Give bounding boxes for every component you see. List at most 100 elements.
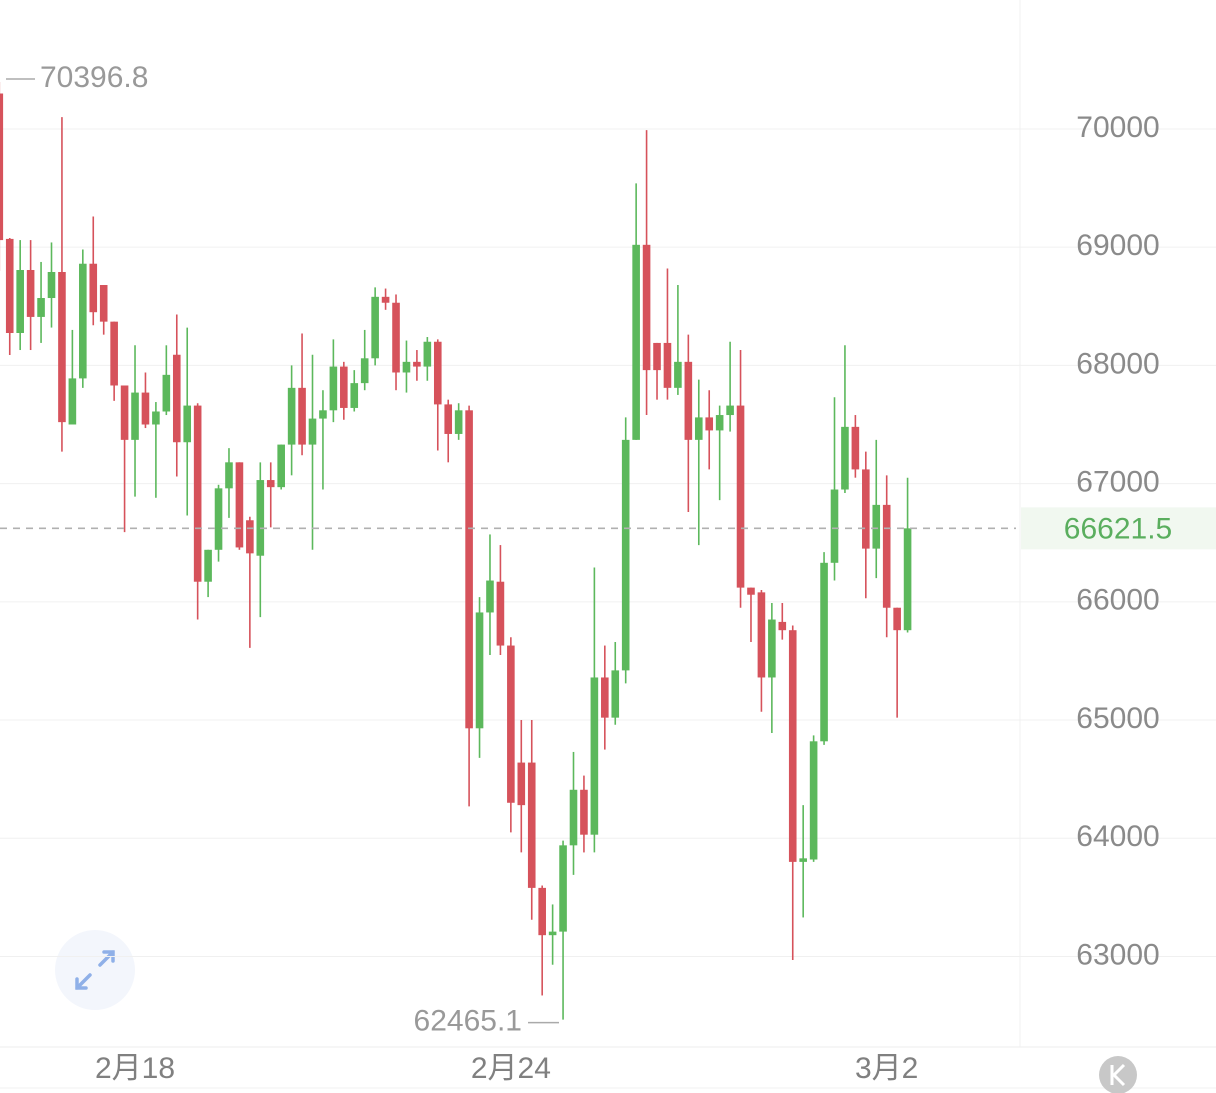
candle-body <box>350 383 359 408</box>
candle-body <box>277 444 285 488</box>
candle-body <box>402 361 411 373</box>
candle-body <box>141 392 150 425</box>
candle-body <box>433 341 442 405</box>
candle-body <box>0 93 4 241</box>
candle-body <box>371 296 379 359</box>
candle-body <box>340 366 348 408</box>
last-price-box <box>1021 507 1216 550</box>
candle-body <box>360 358 369 384</box>
candle-body <box>183 405 192 443</box>
candle-body <box>496 581 505 646</box>
expand-icon <box>75 950 115 990</box>
candle-body <box>423 341 432 367</box>
candle-body <box>569 789 578 846</box>
candle-body <box>674 361 682 388</box>
candle-body <box>444 404 453 434</box>
candle-body <box>162 374 171 412</box>
candle-body <box>120 385 129 440</box>
x-tick-label: 3月2 <box>855 1052 918 1085</box>
candle-body <box>37 298 45 317</box>
candle-body <box>172 354 181 443</box>
candle-body <box>99 285 108 322</box>
candle-body <box>256 480 265 556</box>
candle-body <box>862 469 870 549</box>
candle-body <box>768 619 776 678</box>
candle-body <box>736 405 745 588</box>
candle-body <box>903 528 912 631</box>
candle-body <box>809 741 818 860</box>
candle-body <box>381 296 390 303</box>
candle-body <box>694 417 703 440</box>
candle-body <box>214 488 223 550</box>
candle-body <box>68 378 77 425</box>
candle-body <box>590 677 599 835</box>
candle-body <box>454 410 463 434</box>
candle-body <box>486 580 494 613</box>
logo-mark <box>1110 1063 1126 1087</box>
candle-body <box>16 269 24 334</box>
expand-bg <box>55 930 135 1010</box>
candle-body <box>621 439 630 671</box>
candle-body <box>851 426 860 470</box>
candle-body <box>308 418 317 445</box>
candles <box>0 82 912 1020</box>
candle-body <box>601 677 609 718</box>
candle-body <box>632 244 640 440</box>
candle-body <box>329 366 338 411</box>
y-tick-label: 64000 <box>1076 820 1159 853</box>
candle-body <box>559 845 567 932</box>
y-tick-label: 66000 <box>1076 584 1159 617</box>
candle-body <box>663 342 672 388</box>
candle-body <box>413 361 421 367</box>
candle-body <box>517 762 526 806</box>
candle-body <box>872 504 881 549</box>
candle-body <box>204 549 212 582</box>
candle-body <box>788 630 797 862</box>
candle-body <box>58 272 66 423</box>
candle-body <box>747 587 755 595</box>
candle-body <box>580 789 588 835</box>
candle-body <box>527 762 536 888</box>
y-tick-label: 70000 <box>1076 111 1159 144</box>
candle-body <box>26 269 35 317</box>
candle-body <box>715 415 724 431</box>
candle-body <box>193 405 202 582</box>
candle-body <box>705 417 714 431</box>
candle-body <box>548 931 557 936</box>
candle-body <box>266 480 275 488</box>
candle-body <box>110 321 118 386</box>
candle-body <box>392 302 400 373</box>
candle-body <box>893 607 901 631</box>
candle-body <box>830 489 839 563</box>
last-price-label: 66621.5 <box>1064 512 1172 545</box>
candle-body <box>538 887 546 936</box>
y-tick-label: 69000 <box>1076 229 1159 262</box>
candle-body <box>47 272 56 299</box>
candle-body <box>841 426 849 490</box>
x-tick-label: 2月18 <box>95 1052 175 1085</box>
candle-body <box>5 238 14 334</box>
candle-body <box>246 520 254 554</box>
x-tick-label: 2月24 <box>471 1052 551 1085</box>
y-tick-label: 67000 <box>1076 466 1159 499</box>
candle-body <box>235 462 244 548</box>
candle-body <box>757 592 766 678</box>
candle-body <box>152 411 160 425</box>
k-logo <box>1099 1056 1137 1093</box>
candle-body <box>79 263 87 379</box>
candle-body <box>642 244 651 371</box>
candle-body <box>684 361 693 440</box>
candle-body <box>653 342 661 371</box>
candle-body <box>131 392 139 440</box>
expand-button[interactable] <box>55 930 135 1010</box>
candle-body <box>465 410 473 729</box>
candle-body <box>287 387 296 445</box>
candle-body <box>507 645 515 803</box>
candle-body <box>298 387 306 445</box>
candle-body <box>799 858 807 862</box>
logo-circle <box>1099 1056 1137 1093</box>
candle-body <box>475 612 484 729</box>
candle-body <box>319 410 327 419</box>
